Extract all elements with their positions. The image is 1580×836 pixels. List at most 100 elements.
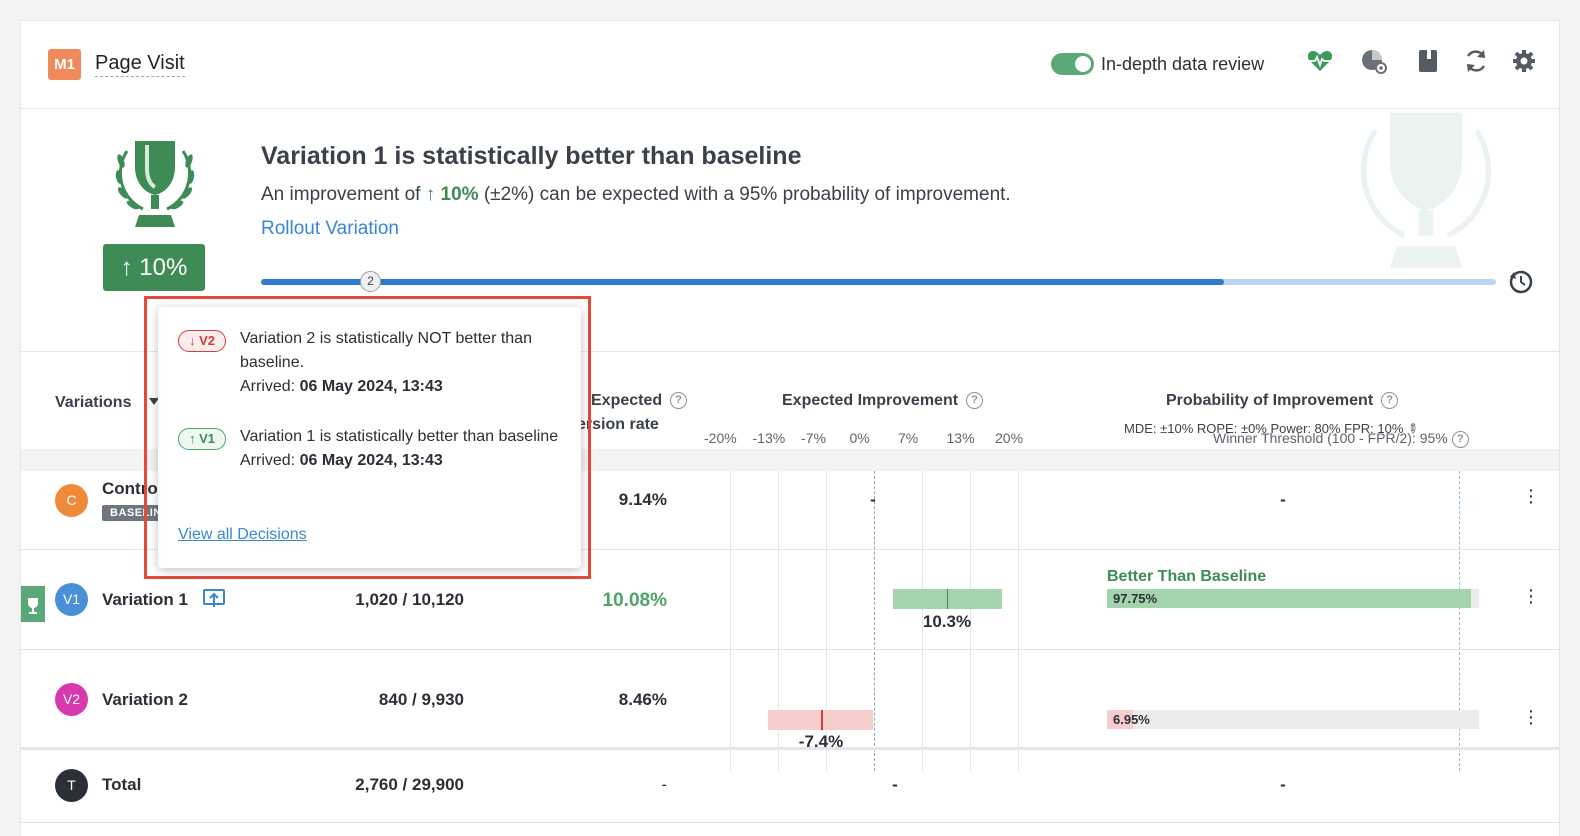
highlight-outline (144, 296, 591, 579)
winner-threshold-text: Winner Threshold (100 - FPR/2): 95% (1213, 430, 1448, 446)
scale-tick: -13% (752, 430, 786, 446)
conversion-rate: 9.14% (618, 490, 667, 509)
scale-tick: 20% (995, 430, 1024, 446)
probability-value: 6.95% (1113, 712, 1150, 727)
decision-item-v2[interactable]: Variation 2 is statistically NOT better … (240, 327, 560, 399)
view-all-decisions-link[interactable]: View all Decisions (178, 526, 307, 543)
avatar: V1 (55, 583, 88, 616)
subtitle-suffix: (±2%) can be expected with a 95% probabi… (478, 184, 1011, 205)
improvement-pill: ↑ 10% (103, 244, 205, 291)
row-menu-icon[interactable]: · · · (1527, 700, 1535, 734)
variation-name: Total (102, 775, 142, 794)
decision-progress-fill (261, 279, 1225, 285)
card-header: M1 Page Visit In-depth data review (21, 21, 1559, 109)
gridline (922, 471, 923, 771)
gear-icon[interactable] (1510, 47, 1538, 75)
probability-header-label: Probability of Improvement (1166, 392, 1374, 409)
mde-settings[interactable]: MDE: ±10% ROPE: ±0% Power: 80% FPR: 10% … (1124, 419, 1422, 437)
table-row-total: T Total 2,760 / 29,900 - - - (21, 753, 1559, 823)
decision-marker[interactable]: 2 (360, 271, 381, 292)
help-icon[interactable]: ? (1451, 430, 1469, 448)
probability: - (1280, 490, 1286, 509)
probability-bar (1107, 710, 1133, 729)
help-icon[interactable]: ? (670, 392, 688, 410)
table-header: Variations Expected? ersion rate Expecte… (21, 352, 1559, 449)
arrived-date: 06 May 2024, 13:43 (299, 452, 443, 469)
gridline (1018, 471, 1019, 771)
scale-tick: -7% (801, 430, 826, 446)
metric-badge: M1 (48, 49, 81, 80)
sort-down-icon[interactable] (149, 398, 159, 406)
help-icon[interactable]: ? (1381, 392, 1399, 410)
row-menu-icon[interactable]: · · · (1527, 579, 1535, 613)
table-row-control[interactable]: C Contro BASELIN 9.14% - - · · · (21, 451, 1559, 550)
help-icon[interactable]: ? (966, 392, 984, 410)
variation-name: Variation 1 (102, 590, 188, 609)
conversion-rate: 10.08% (602, 590, 667, 611)
row-menu-icon[interactable]: · · · (1527, 479, 1535, 513)
probability-header: Probability of Improvement? (1166, 392, 1399, 410)
probability-label: Better Than Baseline (1107, 568, 1267, 585)
subtitle-prefix: An improvement of (261, 184, 426, 205)
gridline (730, 471, 731, 771)
expected-improvement-header-label: Expected Improvement (782, 392, 959, 409)
scale-tick: 0% (849, 430, 870, 446)
decision-progress-track[interactable] (261, 279, 1496, 285)
decision-arrived: Arrived: 06 May 2024, 13:43 (240, 449, 560, 473)
expected-improvement: -7.4% (798, 732, 844, 751)
decision-title: Variation 1 is statistically better than… (261, 142, 802, 170)
decision-item-v1[interactable]: Variation 1 is statistically better than… (240, 425, 560, 473)
decision-arrived: Arrived: 06 May 2024, 13:43 (240, 375, 560, 399)
improvement-point (821, 710, 823, 730)
probability-value: 97.75% (1113, 591, 1158, 606)
rollout-variation-link[interactable]: Rollout Variation (261, 218, 400, 239)
probability: - (1280, 775, 1286, 794)
avatar: V2 (55, 683, 88, 716)
conversions: 1,020 / 10,120 (355, 590, 464, 609)
conversions: 840 / 9,930 (378, 690, 464, 709)
avatar: T (55, 769, 88, 802)
in-depth-review-toggle[interactable] (1051, 53, 1094, 75)
gridline (826, 471, 827, 771)
decision-badge-v2: ↓ V2 (178, 330, 226, 352)
rollout-icon[interactable] (202, 587, 226, 611)
zero-line (874, 471, 875, 771)
avatar: C (55, 484, 88, 517)
refresh-icon[interactable] (1462, 47, 1490, 75)
winner-trophy-icon (28, 598, 38, 614)
winner-strip (21, 586, 45, 622)
decision-badge-v1: ↑ V1 (178, 428, 226, 450)
arrived-label: Arrived: (240, 452, 300, 469)
pie-gear-icon[interactable] (1360, 47, 1388, 75)
book-icon[interactable] (1414, 47, 1442, 75)
variations-column-header[interactable]: Variations (55, 394, 132, 411)
scale-tick: 13% (946, 430, 975, 446)
scale-tick: 7% (898, 430, 919, 446)
expected-rate-header-line2: ersion rate (577, 416, 659, 433)
decision-banner: ↑ 10% Variation 1 is statistically bette… (21, 109, 1559, 352)
heart-pulse-icon[interactable] (1306, 47, 1334, 75)
winner-threshold: Winner Threshold (100 - FPR/2): 95%? (1213, 430, 1469, 448)
arrived-label: Arrived: (240, 378, 300, 395)
conversions: 2,760 / 29,900 (355, 775, 464, 794)
expected-rate-header: Expected? (591, 392, 688, 410)
variation-name: Variation 2 (102, 690, 188, 709)
toggle-label: In-depth data review (1101, 54, 1265, 74)
watermark-trophy-icon (1360, 112, 1492, 269)
expected-improvement-header: Expected Improvement? (782, 392, 984, 410)
arrived-date: 06 May 2024, 13:43 (299, 378, 443, 395)
gridline (970, 471, 971, 771)
improvement-interval-bar (768, 710, 873, 730)
history-icon[interactable] (1508, 269, 1534, 295)
scale-tick: -20% (704, 430, 737, 446)
probability-track: 97.75% (1107, 589, 1479, 608)
probability-track: 6.95% (1107, 710, 1479, 729)
table-row-variation-1[interactable]: V1 Variation 1 1,020 / 10,120 10.08% 10.… (21, 550, 1559, 650)
trophy-icon (115, 141, 195, 227)
gridline (778, 471, 779, 771)
decision-text: Variation 2 is statistically NOT better … (240, 330, 532, 371)
expected-improvement: - (870, 490, 876, 509)
metric-name[interactable]: Page Visit (95, 52, 185, 77)
winner-threshold-line (1459, 471, 1460, 771)
table-row-variation-2[interactable]: V2 Variation 2 840 / 9,930 8.46% -7.4% 6… (21, 650, 1559, 751)
